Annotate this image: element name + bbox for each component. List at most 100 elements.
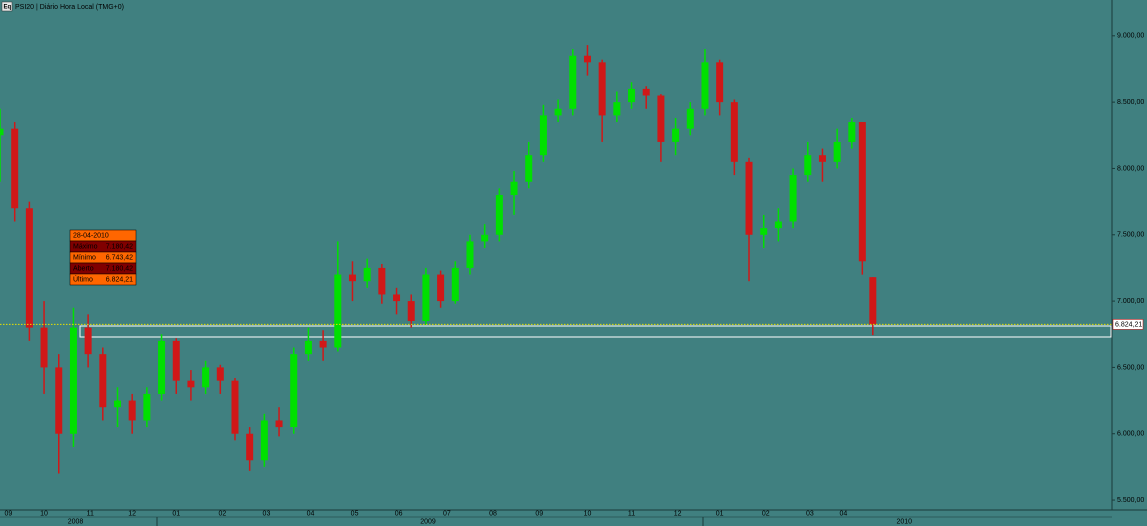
x-tick-label: 04 (840, 510, 848, 517)
candle-body (334, 274, 342, 348)
candle-body (348, 274, 356, 282)
icon-label: Eq (4, 5, 12, 11)
tooltip-date: 28-04-2010 (73, 232, 109, 239)
x-tick-label: 12 (674, 510, 682, 517)
candle-body (99, 354, 107, 408)
x-tick-label: 08 (489, 510, 497, 517)
tooltip-row (69, 273, 137, 286)
y-tick-label: 9.000,00 (1117, 33, 1144, 40)
candle-body (745, 161, 753, 235)
year-label: 2010 (896, 518, 912, 525)
candle-body (40, 327, 48, 368)
y-tick-label: 6.000,00 (1117, 431, 1144, 438)
candle-body (495, 194, 503, 235)
candle-body (290, 354, 298, 428)
candle-body (437, 274, 445, 302)
candle-body (804, 155, 812, 176)
year-label: 2008 (68, 518, 84, 525)
candle-body (275, 420, 283, 428)
candle-body (143, 393, 151, 421)
x-tick-label: 09 (4, 510, 12, 517)
candle-body (554, 108, 562, 116)
y-tick-label: 5.500,00 (1117, 497, 1144, 504)
candle-body (481, 234, 489, 242)
tooltip-value: 6.743,42 (106, 254, 133, 261)
candle-body (628, 88, 636, 103)
x-tick-label: 07 (443, 510, 451, 517)
candle-body (539, 115, 547, 156)
y-tick-label: 7.000,00 (1117, 298, 1144, 305)
candle-body (113, 400, 121, 408)
y-tick-label: 7.500,00 (1117, 232, 1144, 239)
x-tick-label: 03 (806, 510, 814, 517)
candle-body (84, 327, 92, 355)
candle-body (11, 128, 19, 209)
candle-body (0, 128, 4, 136)
candle-body (216, 367, 224, 381)
candle-body (393, 294, 401, 302)
x-tick-label: 10 (584, 510, 592, 517)
x-tick-label: 01 (716, 510, 724, 517)
candle-body (172, 340, 180, 381)
candle-body (25, 208, 33, 328)
tooltip-value: 7.180,42 (106, 265, 133, 272)
tooltip-value: 6.824,21 (106, 276, 133, 283)
candle-body (672, 128, 680, 142)
candle-body (187, 380, 195, 388)
candle-body (158, 340, 166, 394)
tooltip-key: Mínimo (73, 254, 96, 261)
candle-body (231, 380, 239, 434)
candle-body (378, 267, 386, 295)
candle-body (760, 228, 768, 235)
x-tick-label: 11 (87, 510, 94, 517)
drawn-rectangle (79, 325, 1112, 338)
y-tick-label: 6.500,00 (1117, 364, 1144, 371)
candle-body (833, 141, 841, 162)
candle-body (260, 420, 268, 461)
candle-body (510, 181, 518, 195)
tooltip-key: Aberto (73, 265, 94, 272)
candle-body (583, 55, 591, 63)
candle-body (363, 267, 371, 282)
x-tick-label: 12 (128, 510, 136, 517)
candle-body (466, 241, 474, 268)
candle-body (789, 175, 797, 222)
candle-body (525, 155, 533, 182)
tooltip-key: Último (73, 274, 93, 283)
candle-body (407, 301, 415, 321)
last-price-box (1112, 319, 1144, 330)
candle-body (774, 221, 782, 229)
chart-title[interactable]: PSI20 | Diário Hora Local (TMG+0) (15, 4, 124, 11)
x-tick-label: 04 (307, 510, 315, 517)
candle-body (642, 88, 650, 96)
x-tick-label: 11 (628, 510, 635, 517)
candle-body (422, 274, 430, 321)
y-tick-label: 8.000,00 (1117, 165, 1144, 172)
candle-body (858, 122, 866, 262)
candle-body (701, 62, 709, 109)
x-tick-label: 09 (535, 510, 543, 517)
candle-body (451, 267, 459, 302)
candle-body (55, 367, 63, 434)
icon[interactable] (1, 1, 13, 12)
x-tick-label: 02 (762, 510, 770, 517)
candle-body (686, 108, 694, 129)
candle-body (848, 122, 856, 142)
candle-body (869, 277, 877, 325)
candle-body (657, 95, 665, 142)
candle-body (128, 400, 136, 421)
tooltip-value: 7.180,42 (106, 243, 133, 250)
x-tick-label: 10 (40, 510, 48, 517)
candle-body (598, 62, 606, 116)
tooltip-key: Máximo (73, 243, 98, 250)
candle-body (246, 433, 254, 461)
x-tick-label: 06 (395, 510, 403, 517)
x-tick-label: 03 (263, 510, 271, 517)
candle-body (569, 55, 577, 109)
candle-body (716, 62, 724, 103)
candle-body (304, 340, 312, 355)
candle-body (319, 340, 327, 348)
candle-body (69, 327, 77, 434)
year-label: 2009 (420, 518, 436, 525)
